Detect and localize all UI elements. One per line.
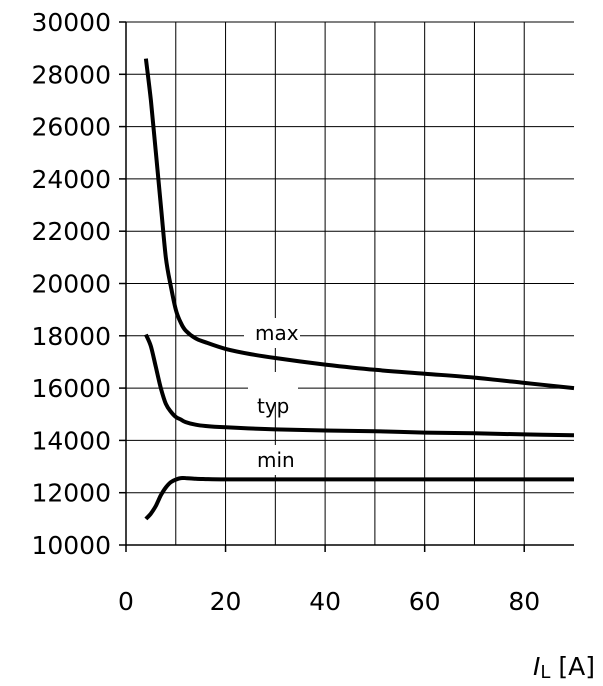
label-mask-min — [250, 445, 304, 475]
x-axis-label-symbol: I — [533, 652, 540, 681]
label-mask-max — [244, 318, 300, 348]
y-tick-label: 24000 — [31, 165, 111, 194]
curve-label-typ: typ — [257, 394, 289, 418]
x-axis-label: IL [A] — [533, 652, 595, 683]
series-line-max — [143, 58, 575, 391]
y-tick-label: 12000 — [31, 479, 111, 508]
x-tick-label: 80 — [508, 587, 540, 616]
label-mask-typ — [248, 372, 298, 402]
curve-label-min: min — [257, 448, 295, 472]
series-line-min — [144, 475, 574, 521]
y-tick-labels: 10000 12000 14000 16000 18000 20000 22000 24000… — [31, 8, 111, 560]
y-tick-label: 18000 — [31, 322, 111, 351]
y-tick-label: 16000 — [31, 374, 111, 403]
y-tick-label: 10000 — [31, 531, 111, 560]
grid — [126, 21, 574, 545]
y-tick-label: 14000 — [31, 426, 111, 455]
x-tick-labels: 0 20 40 60 80 — [118, 587, 540, 616]
x-tick-label: 60 — [409, 587, 441, 616]
x-tick-label: 0 — [118, 587, 134, 616]
y-tick-label: 22000 — [31, 217, 111, 246]
y-tick-label: 26000 — [31, 113, 111, 142]
series-line-typ — [144, 333, 575, 438]
curve-label-max: max — [255, 321, 299, 345]
x-axis-label-subscript: L — [540, 662, 550, 683]
axes — [119, 21, 574, 552]
x-tick-label: 20 — [210, 587, 242, 616]
y-tick-label: 30000 — [31, 8, 111, 37]
y-tick-label: 20000 — [31, 270, 111, 299]
x-tick-label: 40 — [309, 587, 341, 616]
series — [143, 58, 575, 521]
y-tick-label: 28000 — [31, 60, 111, 89]
curve-labels: max typ min — [244, 318, 304, 475]
x-axis-label-unit: [A] — [550, 652, 595, 681]
